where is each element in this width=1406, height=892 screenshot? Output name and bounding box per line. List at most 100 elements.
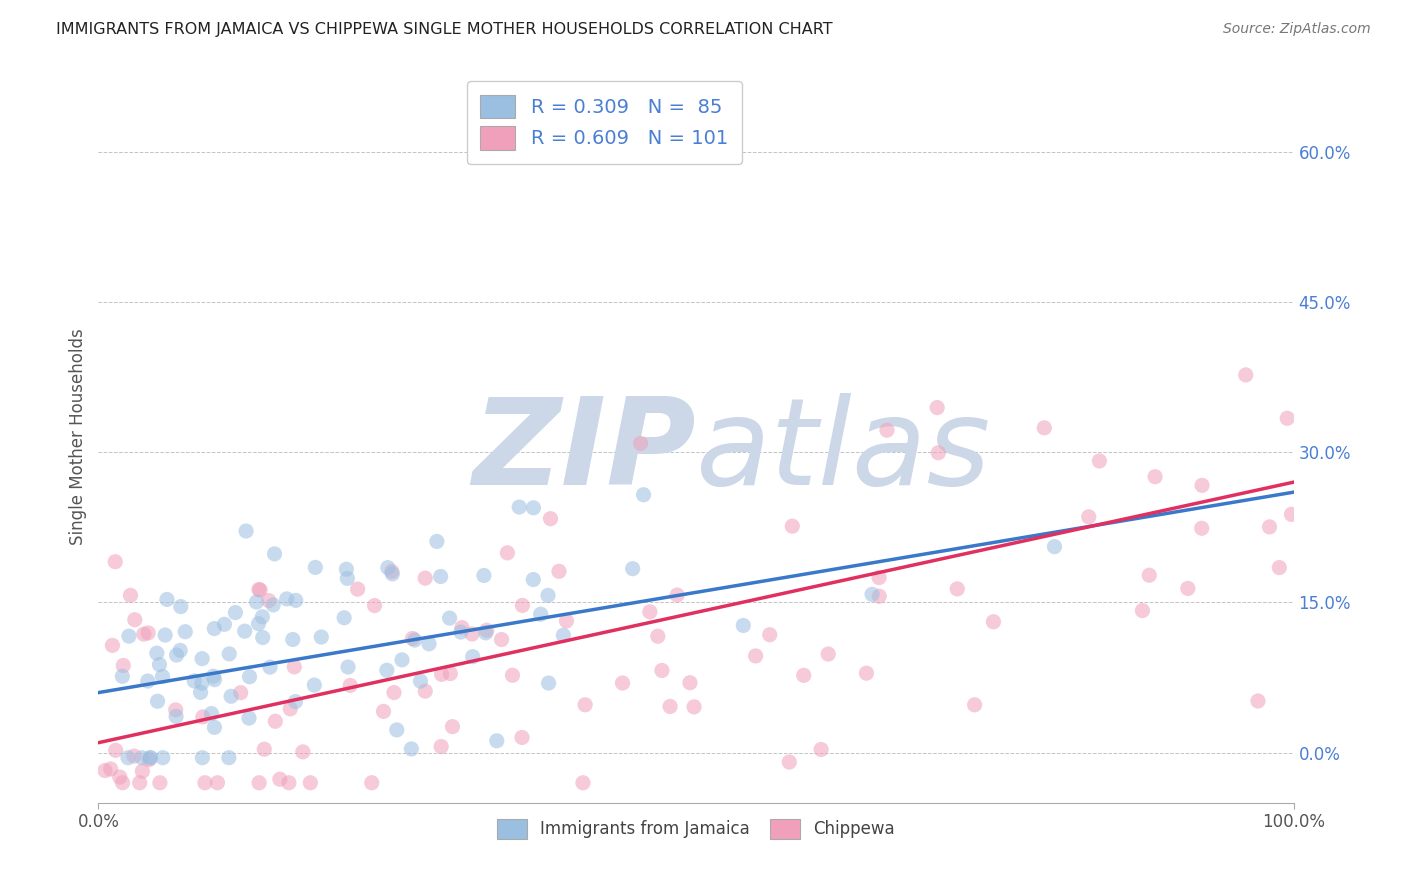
Point — [475, 625, 498, 640]
Point — [510, 731, 533, 745]
Point — [111, 669, 134, 683]
Point — [169, 643, 191, 657]
Point — [793, 668, 815, 682]
Point — [621, 562, 644, 576]
Point — [191, 710, 214, 724]
Point — [283, 660, 305, 674]
Point — [1277, 411, 1299, 425]
Point — [191, 676, 214, 690]
Point — [817, 647, 839, 661]
Point — [450, 625, 472, 640]
Point — [207, 776, 229, 790]
Point — [337, 660, 360, 674]
Point — [132, 627, 155, 641]
Point — [666, 588, 689, 602]
Point — [122, 749, 145, 764]
Text: ZIP: ZIP — [472, 393, 696, 510]
Point — [413, 684, 436, 698]
Point — [166, 648, 188, 662]
Point — [983, 615, 1005, 629]
Point — [647, 629, 669, 643]
Point — [153, 628, 176, 642]
Point — [152, 750, 174, 764]
Point — [281, 632, 304, 647]
Point — [346, 582, 368, 596]
Point — [572, 776, 595, 790]
Point — [679, 675, 702, 690]
Point — [555, 614, 578, 628]
Point — [1268, 560, 1291, 574]
Point — [1132, 604, 1154, 618]
Point — [502, 668, 524, 682]
Point — [204, 720, 226, 734]
Point — [336, 571, 359, 585]
Point — [299, 776, 322, 790]
Point — [238, 670, 260, 684]
Point — [375, 663, 398, 677]
Point — [247, 582, 270, 597]
Point — [1144, 469, 1167, 483]
Point — [401, 742, 423, 756]
Point — [247, 776, 270, 790]
Point — [264, 714, 287, 729]
Point — [194, 776, 217, 790]
Point — [496, 546, 519, 560]
Point — [1191, 478, 1213, 492]
Point — [128, 776, 150, 790]
Point — [868, 589, 890, 603]
Point — [522, 500, 544, 515]
Point — [404, 633, 426, 648]
Point — [304, 560, 326, 574]
Point — [191, 651, 214, 665]
Point — [218, 750, 240, 764]
Point — [1177, 582, 1199, 596]
Point — [284, 593, 307, 607]
Point — [131, 750, 153, 764]
Point — [409, 674, 432, 689]
Point — [104, 743, 127, 757]
Point — [430, 667, 453, 681]
Point — [1033, 421, 1056, 435]
Point — [252, 609, 274, 624]
Point — [451, 621, 474, 635]
Point — [202, 622, 225, 636]
Point — [245, 595, 267, 609]
Point — [191, 750, 214, 764]
Point — [638, 605, 661, 619]
Point — [758, 628, 780, 642]
Point — [612, 676, 634, 690]
Point — [876, 423, 898, 437]
Point — [683, 699, 706, 714]
Point — [252, 631, 274, 645]
Point — [100, 762, 122, 776]
Point — [733, 618, 755, 632]
Point — [461, 627, 484, 641]
Point — [165, 709, 187, 723]
Point — [146, 646, 169, 660]
Point — [1247, 694, 1270, 708]
Point — [247, 616, 270, 631]
Point — [659, 699, 682, 714]
Point — [744, 648, 766, 663]
Point — [311, 630, 333, 644]
Point — [574, 698, 596, 712]
Point — [946, 582, 969, 596]
Point — [485, 733, 508, 747]
Point — [152, 669, 174, 683]
Point — [810, 742, 832, 756]
Point — [174, 624, 197, 639]
Point — [377, 560, 399, 574]
Point — [418, 637, 440, 651]
Point — [262, 598, 284, 612]
Point — [111, 776, 134, 790]
Point — [429, 569, 451, 583]
Point — [224, 606, 246, 620]
Point — [284, 695, 307, 709]
Point — [927, 401, 949, 415]
Point — [94, 764, 117, 778]
Point — [235, 524, 257, 538]
Point — [233, 624, 256, 639]
Point — [553, 628, 575, 642]
Point — [927, 446, 949, 460]
Point — [373, 705, 395, 719]
